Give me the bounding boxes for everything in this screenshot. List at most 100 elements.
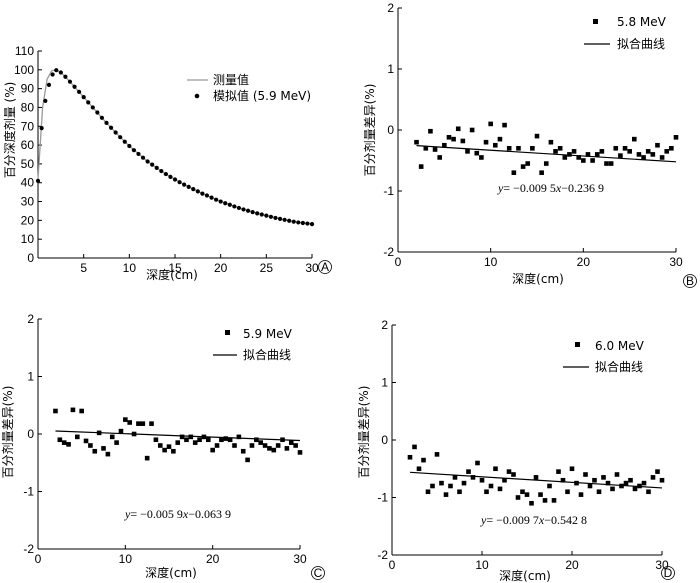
d-data-point (515, 495, 521, 500)
a-y-tick-label: 110 (15, 44, 34, 58)
c-data-point (284, 446, 290, 451)
d-data-point (488, 483, 494, 489)
eq-b-rest: −0.236 9 (561, 181, 604, 195)
d-data-point (632, 486, 638, 492)
c-data-point (149, 421, 154, 426)
legend-square-c (225, 330, 230, 335)
b-data-point (659, 155, 665, 160)
panel-b-label: B (686, 274, 694, 288)
c-data-point (114, 440, 119, 445)
b-x-tick-label: 0 (395, 255, 402, 269)
c-data-point (258, 440, 263, 445)
c-data-point (109, 434, 115, 440)
d-data-point (520, 489, 525, 495)
c-data-point (179, 434, 185, 440)
legend-label-simulated: 模拟值 (5.9 MeV) (213, 88, 311, 103)
d-data-point (421, 457, 426, 463)
a-simulated-point (118, 135, 123, 140)
panel-a-legend: 测量值 模拟值 (5.9 MeV) (187, 72, 311, 103)
panel-d-equation: y= −0.009 7x−0.542 8 (480, 513, 587, 527)
b-data-point (613, 146, 619, 151)
c-y-tick-label: 2 (27, 312, 34, 326)
a-simulated-point (300, 220, 305, 226)
c-data-point (271, 447, 277, 453)
a-simulated-point (99, 115, 105, 120)
a-simulated-point (43, 98, 48, 103)
panel-c-equation: y= −0.005 9x−0.063 9 (124, 507, 231, 521)
c-data-point (70, 407, 76, 413)
a-simulated-point (209, 195, 214, 200)
b-y-tick-label: -2 (383, 245, 394, 259)
b-data-point (479, 155, 484, 160)
c-data-point (171, 448, 176, 454)
legend-label-d-fit: 拟合曲线 (595, 359, 643, 374)
c-data-point (297, 450, 303, 455)
a-simulated-point (122, 139, 127, 144)
d-data-point (407, 454, 413, 460)
a-simulated-point (113, 130, 118, 135)
a-simulated-point (168, 174, 173, 179)
c-data-point (153, 437, 159, 443)
c-data-point (162, 447, 167, 453)
d-y-tick-label: 0 (381, 433, 388, 447)
b-y-tick-label: 0 (387, 123, 394, 137)
panel-a-label-circle (318, 260, 332, 274)
d-data-point (479, 477, 485, 483)
d-data-point (466, 469, 471, 474)
b-x-tick-label: 20 (577, 255, 591, 269)
b-data-point (530, 146, 535, 151)
a-simulated-point (72, 84, 77, 89)
d-data-point (641, 480, 647, 486)
panel-d-label-circle (661, 566, 675, 580)
c-data-point (219, 437, 224, 443)
d-data-point (650, 475, 656, 480)
panel-b-xlabel: 深度(cm) (512, 271, 564, 286)
a-simulated-point (63, 74, 68, 79)
d-data-point (497, 486, 503, 492)
b-data-point (590, 158, 595, 163)
panel-b-equation: y= −0.009 5x−0.236 9 (497, 181, 604, 195)
b-data-point (428, 128, 433, 134)
c-y-tick-label: -1 (23, 485, 34, 499)
eq-d-x: x (538, 513, 545, 527)
b-data-point (516, 146, 521, 151)
c-data-point (227, 437, 233, 443)
b-data-point (539, 170, 544, 175)
b-fit-line (416, 145, 677, 163)
d-data-point (533, 475, 539, 480)
b-data-point (576, 155, 581, 160)
c-data-point (214, 443, 220, 448)
c-data-point (123, 417, 128, 422)
b-data-point (442, 142, 447, 148)
d-data-point (506, 469, 512, 474)
b-x-tick-label: 10 (484, 255, 498, 269)
eq-d-y: y (480, 513, 487, 527)
a-y-tick-label: 50 (21, 157, 35, 171)
a-simulated-point (223, 201, 228, 206)
a-simulated-point (296, 220, 301, 225)
a-simulated-point (39, 126, 44, 131)
d-data-point (457, 489, 462, 495)
b-data-point (543, 161, 549, 166)
b-data-point (465, 149, 470, 154)
d-data-point (461, 480, 467, 486)
eq-c-y: y (124, 507, 131, 521)
d-data-point (416, 466, 422, 472)
a-simulated-point (58, 70, 63, 75)
c-y-tick-label: -2 (23, 542, 34, 556)
b-data-point (604, 161, 609, 166)
a-simulated-point (268, 214, 273, 219)
b-data-point (423, 146, 429, 151)
panel-b-ylabel: 百分剂量差异(%) (362, 84, 377, 177)
c-x-tick-label: 30 (293, 552, 307, 566)
d-data-point (502, 477, 507, 483)
b-data-point (455, 126, 461, 132)
d-data-point (556, 469, 561, 474)
c-data-point (166, 444, 172, 449)
b-data-point (493, 142, 498, 148)
c-x-tick-label: 20 (206, 552, 220, 566)
panel-c-label-circle (311, 566, 325, 580)
